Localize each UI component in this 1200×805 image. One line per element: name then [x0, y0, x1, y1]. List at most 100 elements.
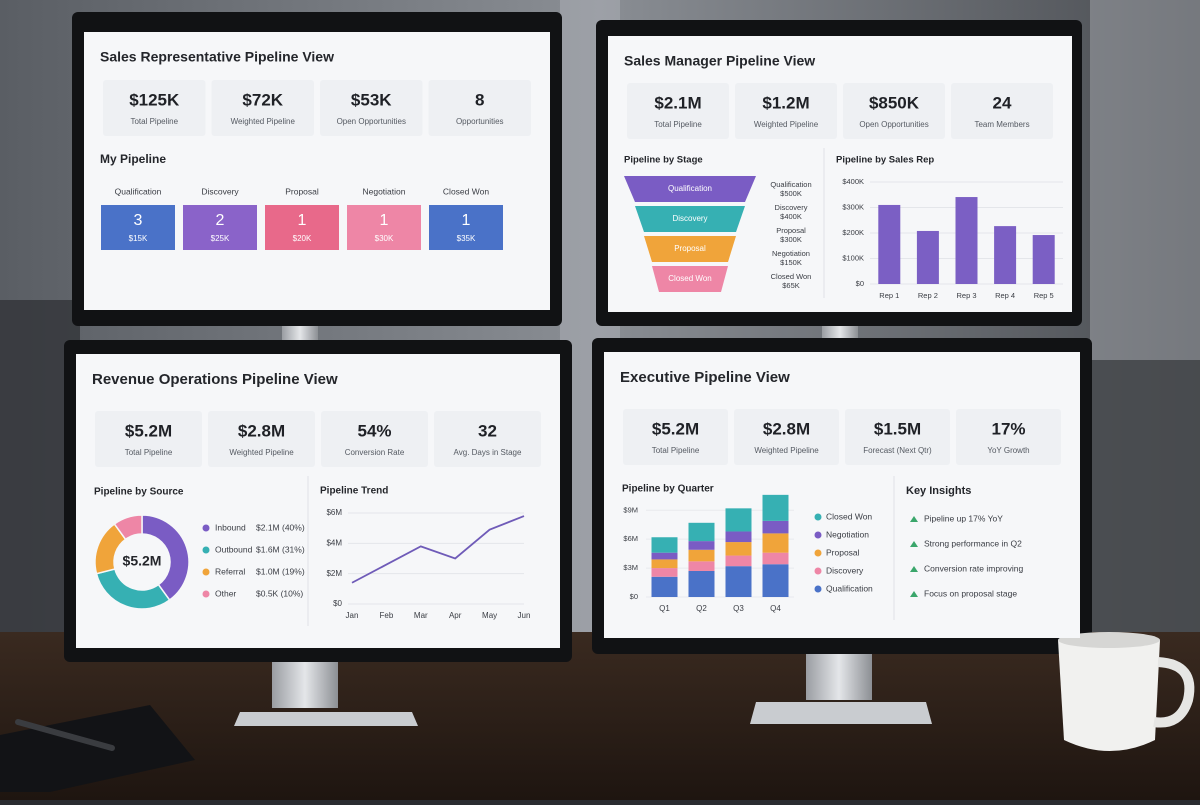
kpi-card	[211, 80, 314, 136]
x-tick-label: Rep 1	[879, 291, 899, 300]
kpi-value: $2.8M	[238, 421, 285, 440]
legend-label: Negotiation	[826, 529, 869, 539]
donut-segment	[113, 514, 143, 541]
bar-segment	[762, 520, 789, 534]
y-tick-label: $0	[333, 599, 342, 608]
kpi-value: $1.2M	[762, 93, 809, 112]
pen	[15, 719, 115, 751]
kpi-label: Total Pipeline	[125, 448, 173, 457]
bar-segment	[651, 568, 678, 577]
funnel-stage-name: Proposal	[776, 226, 806, 235]
stage-name: Closed Won	[443, 186, 489, 196]
stage-name: Negotiation	[362, 186, 405, 196]
kpi-card	[208, 411, 315, 467]
chart-title: Pipeline by Stage	[624, 155, 703, 166]
bar	[1032, 235, 1055, 284]
y-tick-label: $300K	[842, 202, 864, 211]
insight-item: Conversion rate improving	[924, 563, 1023, 573]
funnel-layer-label: Proposal	[674, 244, 706, 253]
funnel-layer	[652, 266, 728, 292]
x-tick-label: Rep 3	[956, 291, 976, 300]
bar-segment	[688, 549, 715, 562]
donut-segment	[141, 514, 190, 602]
panel-title: Sales Representative Pipeline View	[100, 49, 334, 65]
stage-box	[265, 205, 339, 250]
insight-item: Pipeline up 17% YoY	[924, 513, 1003, 523]
donut-center-label: $5.2M	[123, 553, 162, 569]
bar-segment	[762, 552, 789, 565]
legend-label: Qualification	[826, 583, 873, 593]
funnel-stage-amount: $150K	[780, 258, 802, 267]
stage-box	[347, 205, 421, 250]
kpi-label: Weighted Pipeline	[754, 446, 819, 455]
y-tick-label: $4M	[326, 538, 342, 547]
bar-segment	[651, 559, 678, 569]
bar-segment	[688, 570, 715, 597]
insights-title: Key Insights	[906, 485, 971, 497]
bar-segment	[762, 533, 789, 553]
funnel-layer-label: Discovery	[672, 214, 707, 223]
y-tick-label: $2M	[326, 569, 342, 578]
legend-swatch	[202, 590, 210, 598]
legend-label: Discovery	[826, 565, 864, 575]
bar-segment	[651, 552, 678, 560]
insight-icon	[910, 591, 918, 597]
notebook	[0, 705, 195, 792]
background-chair	[1080, 360, 1200, 640]
funnel-layer	[635, 206, 745, 232]
bar-segment	[725, 555, 752, 567]
bar-segment	[725, 508, 752, 532]
legend-swatch	[202, 568, 210, 576]
y-tick-label: $6M	[326, 508, 342, 517]
kpi-value: $1.5M	[874, 419, 921, 438]
kpi-label: Opportunities	[456, 117, 504, 126]
y-tick-label: $0	[856, 279, 864, 288]
kpi-card	[734, 409, 839, 465]
legend-value: $1.6M (31%)	[256, 544, 305, 554]
x-tick-label: Rep 4	[995, 291, 1015, 300]
kpi-label: YoY Growth	[987, 446, 1029, 455]
kpi-card	[843, 83, 945, 139]
insight-item: Strong performance in Q2	[924, 538, 1022, 548]
kpi-label: Total Pipeline	[652, 446, 700, 455]
kpi-label: Open Opportunities	[859, 120, 928, 129]
funnel-layer	[644, 236, 736, 262]
legend-swatch	[814, 531, 822, 539]
stage-count: 1	[380, 212, 389, 229]
legend-label: Other	[215, 588, 236, 598]
panel-title: Revenue Operations Pipeline View	[92, 371, 338, 388]
line-series	[351, 515, 525, 584]
x-tick-label: Rep 2	[918, 291, 938, 300]
panel-title: Sales Manager Pipeline View	[624, 53, 815, 69]
x-tick-label: Q3	[733, 604, 744, 613]
funnel-layer-label: Closed Won	[668, 274, 711, 283]
kpi-card	[321, 411, 428, 467]
y-tick-label: $3M	[623, 563, 638, 572]
x-tick-label: Rep 5	[1034, 291, 1054, 300]
kpi-label: Weighted Pipeline	[754, 120, 819, 129]
stage-amount: $15K	[129, 234, 148, 243]
funnel-stage-amount: $300K	[780, 235, 802, 244]
bar-segment	[762, 494, 789, 521]
stage-box	[101, 205, 175, 250]
bar-segment	[762, 564, 789, 597]
x-tick-label: Apr	[449, 611, 462, 620]
y-tick-label: $200K	[842, 228, 864, 237]
legend-swatch	[814, 513, 822, 521]
mug	[1058, 633, 1160, 751]
funnel-stage-name: Negotiation	[772, 249, 810, 258]
kpi-value: 8	[475, 90, 484, 109]
funnel-layer-label: Qualification	[668, 184, 712, 193]
insight-icon	[910, 516, 918, 522]
legend-swatch	[202, 524, 210, 532]
bar-segment	[688, 561, 715, 571]
kpi-card	[434, 411, 541, 467]
kpi-value: 54%	[357, 421, 391, 440]
bar-segment	[725, 531, 752, 543]
kpi-card	[623, 409, 728, 465]
kpi-value: $125K	[129, 90, 180, 109]
legend-label: Outbound	[215, 544, 253, 554]
insight-icon	[910, 566, 918, 572]
